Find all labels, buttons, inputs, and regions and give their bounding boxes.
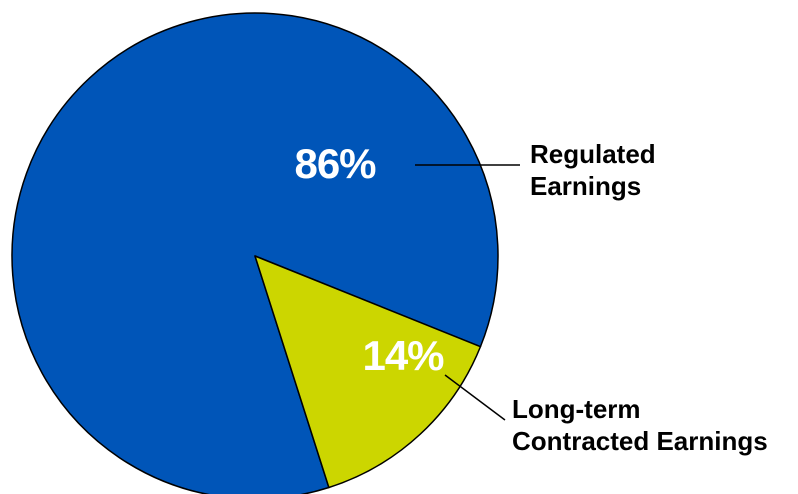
pie-slice-regulated-earnings [11, 12, 499, 494]
regulated-earnings-label-line-1: Regulated [530, 139, 656, 169]
long-term-contracted-percent-label: 14% [362, 332, 444, 379]
regulated-earnings-label-line-2: Earnings [530, 171, 641, 201]
pie-slices [11, 12, 499, 494]
long-term-contracted-label-line-1: Long-term [512, 394, 641, 424]
long-term-contracted-leader-line [444, 374, 506, 421]
pie-slice-long-term-contracted-earnings [254, 255, 482, 489]
long-term-contracted-label-line-2: Contracted Earnings [512, 426, 768, 456]
regulated-earnings-percent-label: 86% [294, 140, 376, 187]
